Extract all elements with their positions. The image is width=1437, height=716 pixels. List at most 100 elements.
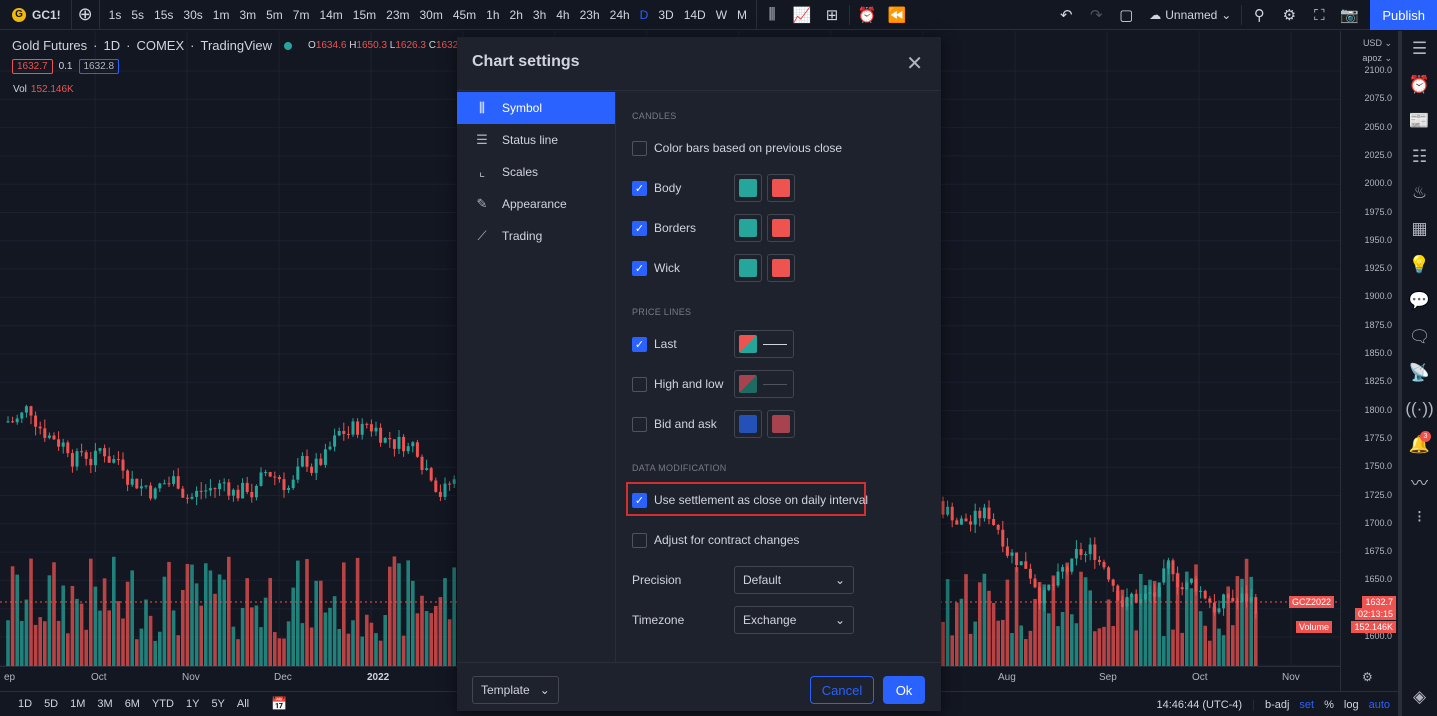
backadjust-toggle[interactable]: b-adj [1264, 698, 1290, 711]
tab-scales[interactable]: ⌞ Scales [457, 156, 615, 188]
settlement-checkbox[interactable]: ✓ [632, 492, 647, 508]
adjust-row[interactable]: Adjust for contract changes [632, 528, 799, 552]
symbol-search-button[interactable]: G GC1! [0, 0, 72, 30]
interval-15s[interactable]: 15s [154, 7, 174, 22]
interval-30s[interactable]: 30s [183, 7, 203, 22]
layout-square-icon[interactable]: ▢ [1119, 7, 1134, 24]
layers-icon[interactable]: ◈ [1412, 687, 1427, 706]
range-1y[interactable]: 1Y [185, 698, 200, 710]
interval-1s[interactable]: 1s [108, 7, 122, 22]
hotlist-flame-icon[interactable]: ♨ [1411, 183, 1428, 202]
streams-icon[interactable]: 📡 [1408, 363, 1431, 382]
color-bars-row[interactable]: Color bars based on previous close [632, 136, 842, 160]
interval-24h[interactable]: 24h [609, 7, 630, 22]
interval-5m[interactable]: 5m [266, 7, 283, 22]
percent-toggle[interactable]: % [1324, 698, 1334, 711]
body-row[interactable]: ✓ Body [632, 176, 681, 200]
interval-d[interactable]: D [639, 7, 649, 22]
last-line-style-picker[interactable] [734, 330, 794, 358]
bid-ask-row[interactable]: Bid and ask [632, 412, 717, 436]
clock[interactable]: 14:46:44 (UTC-4) [1156, 698, 1243, 711]
alarm-clock-icon[interactable]: ⏰ [1408, 75, 1431, 94]
fullscreen-icon[interactable]: ⛶ [1314, 6, 1325, 24]
log-toggle[interactable]: log [1343, 698, 1359, 711]
borders-down-color-swatch[interactable] [767, 214, 795, 242]
high-low-line-style-picker[interactable] [734, 370, 794, 398]
compare-plus-icon[interactable]: ⊕ [72, 0, 100, 30]
alert-plus-icon[interactable]: ⏰ [857, 6, 877, 24]
interval-15m[interactable]: 15m [352, 7, 377, 22]
interval-3m[interactable]: 3m [239, 7, 257, 22]
tab-trading[interactable]: ⟋ Trading [457, 220, 615, 252]
high-low-row[interactable]: High and low [632, 372, 723, 396]
gear-icon[interactable]: ⚙ [1282, 7, 1297, 24]
sell-price-box[interactable]: 1632.7 [12, 59, 53, 74]
body-up-color-swatch[interactable] [734, 174, 762, 202]
range-3m[interactable]: 3M [97, 698, 113, 710]
range-1d[interactable]: 1D [18, 698, 33, 710]
date-range-calendar-icon[interactable]: 📅 [271, 696, 288, 711]
interval-3h[interactable]: 3h [532, 7, 547, 22]
price-axis[interactable]: USD ⌄ apoz ⌄ 2100.0 2075.0 2050.0 2025.0 200… [1340, 31, 1398, 691]
cancel-button[interactable]: Cancel [810, 676, 874, 704]
tab-appearance[interactable]: ✎ Appearance [457, 188, 615, 220]
interval-14d[interactable]: 14D [683, 7, 706, 22]
range-5y[interactable]: 5Y [211, 698, 225, 710]
broadcast-icon[interactable]: ((·)) [1405, 399, 1434, 418]
object-tree-icon[interactable]: ☷ [1411, 147, 1428, 166]
trading-panel-icon[interactable]: 〰 [1411, 473, 1428, 493]
bid-color-swatch[interactable] [734, 410, 762, 438]
settlement-row[interactable]: ✓ Use settlement as close on daily inter… [632, 488, 868, 512]
news-icon[interactable]: 📰 [1408, 111, 1431, 130]
ok-button[interactable]: Ok [883, 676, 925, 704]
auto-toggle[interactable]: auto [1368, 698, 1390, 711]
borders-checkbox[interactable]: ✓ [632, 220, 647, 236]
interval-2h[interactable]: 2h [509, 7, 523, 22]
interval-7m[interactable]: 7m [292, 7, 310, 22]
timezone-select[interactable]: Exchange ⌄ [734, 606, 854, 634]
indicators-icon[interactable]: 📈 [792, 6, 812, 24]
color-bars-checkbox[interactable] [632, 140, 647, 156]
last-row[interactable]: ✓ Last [632, 332, 677, 356]
redo-icon[interactable]: ↷ [1089, 7, 1103, 24]
settlement-toggle[interactable]: set [1299, 698, 1315, 711]
precision-select[interactable]: Default ⌄ [734, 566, 854, 594]
range-5d[interactable]: 5D [44, 698, 59, 710]
notifications-bell-icon[interactable]: 🔔 3 [1408, 431, 1431, 454]
close-icon[interactable]: ✕ [906, 53, 923, 75]
messages-icon[interactable]: 🗨 [1408, 327, 1431, 346]
watchlist-icon[interactable]: ☰ [1411, 39, 1428, 58]
camera-icon[interactable]: 📷 [1340, 7, 1359, 24]
calendar-icon[interactable]: ▦ [1411, 219, 1428, 238]
unit-dropdown[interactable]: apoz ⌄ [1362, 53, 1392, 63]
interval-23m[interactable]: 23m [386, 7, 410, 22]
interval-23h[interactable]: 23h [579, 7, 600, 22]
borders-row[interactable]: ✓ Borders [632, 216, 696, 240]
tab-symbol[interactable]: ⫼ Symbol [457, 92, 615, 124]
interval-45m[interactable]: 45m [452, 7, 477, 22]
interval-w[interactable]: W [715, 7, 728, 22]
high-low-checkbox[interactable] [632, 376, 647, 392]
axis-settings-gear-icon[interactable]: ⚙ [1362, 670, 1373, 684]
wick-down-color-swatch[interactable] [767, 254, 795, 282]
search-icon[interactable]: ⚲ [1253, 7, 1265, 24]
dom-icon[interactable]: ⁝ [1416, 507, 1423, 526]
interval-30m[interactable]: 30m [419, 7, 443, 22]
currency-dropdown[interactable]: USD ⌄ [1362, 38, 1392, 48]
wick-checkbox[interactable]: ✓ [632, 260, 647, 276]
interval-3d[interactable]: 3D [658, 7, 674, 22]
layout-name-dropdown[interactable]: ☁ Unnamed ⌄ [1141, 8, 1239, 22]
last-checkbox[interactable]: ✓ [632, 336, 647, 352]
interval-1m[interactable]: 1m [212, 7, 230, 22]
range-all[interactable]: All [236, 698, 250, 710]
layout-grid-icon[interactable]: ⊞ [825, 6, 839, 24]
template-dropdown[interactable]: Template ⌄ [472, 676, 559, 704]
interval-1h[interactable]: 1h [486, 7, 500, 22]
chats-icon[interactable]: 💬 [1408, 291, 1431, 310]
bid-ask-checkbox[interactable] [632, 416, 647, 432]
body-down-color-swatch[interactable] [767, 174, 795, 202]
replay-icon[interactable]: ⏪ [887, 6, 907, 24]
interval-5s[interactable]: 5s [131, 7, 145, 22]
range-1m[interactable]: 1M [70, 698, 86, 710]
borders-up-color-swatch[interactable] [734, 214, 762, 242]
